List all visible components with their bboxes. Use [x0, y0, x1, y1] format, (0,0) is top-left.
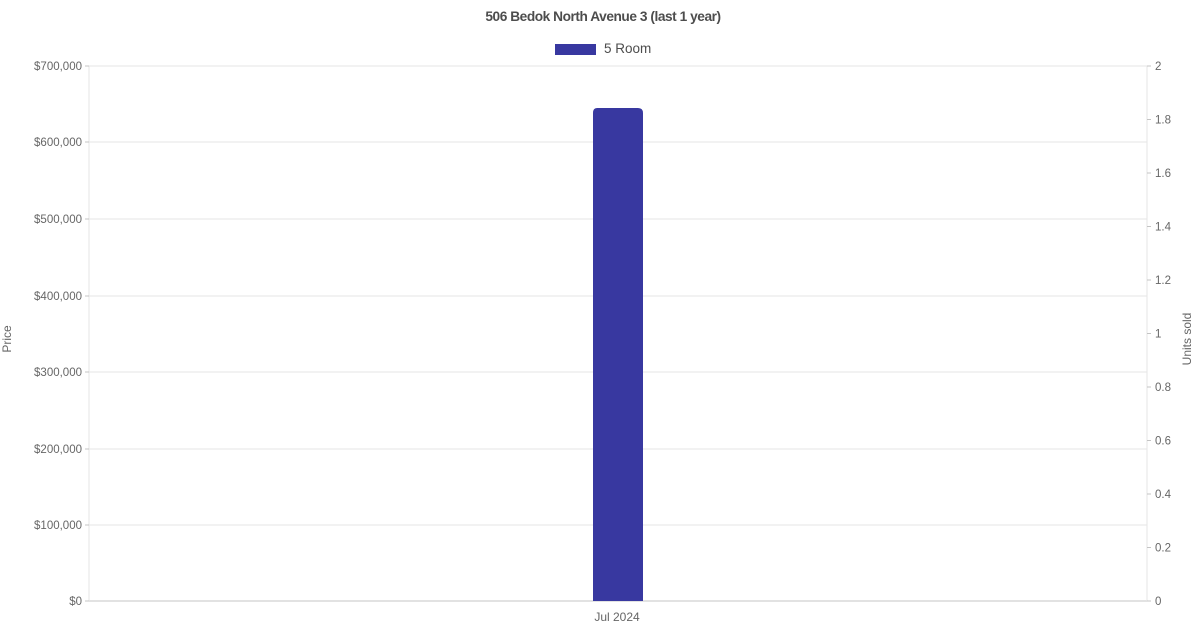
svg-text:1.6: 1.6 [1155, 168, 1171, 180]
svg-text:2: 2 [1155, 61, 1161, 73]
svg-text:$300,000: $300,000 [34, 367, 82, 379]
svg-text:0.6: 0.6 [1155, 436, 1171, 448]
svg-text:$100,000: $100,000 [34, 520, 82, 532]
svg-text:5 Room: 5 Room [604, 41, 651, 56]
svg-text:0.2: 0.2 [1155, 543, 1171, 555]
svg-text:$600,000: $600,000 [34, 137, 82, 149]
svg-text:1.8: 1.8 [1155, 115, 1171, 127]
svg-text:0.4: 0.4 [1155, 489, 1172, 501]
svg-text:1: 1 [1155, 329, 1161, 341]
svg-text:$0: $0 [69, 596, 82, 608]
svg-text:0: 0 [1155, 596, 1161, 608]
svg-text:$400,000: $400,000 [34, 291, 82, 303]
svg-text:Price: Price [0, 325, 14, 353]
svg-text:$500,000: $500,000 [34, 214, 82, 226]
svg-text:Jul 2024: Jul 2024 [594, 610, 640, 624]
svg-text:506 Bedok North Avenue 3 (last: 506 Bedok North Avenue 3 (last 1 year) [485, 9, 720, 24]
svg-text:$700,000: $700,000 [34, 61, 82, 73]
svg-text:$200,000: $200,000 [34, 444, 82, 456]
svg-text:Units sold: Units sold [1180, 313, 1194, 366]
svg-text:1.2: 1.2 [1155, 275, 1171, 287]
svg-text:1.4: 1.4 [1155, 222, 1172, 234]
svg-text:0.8: 0.8 [1155, 382, 1171, 394]
